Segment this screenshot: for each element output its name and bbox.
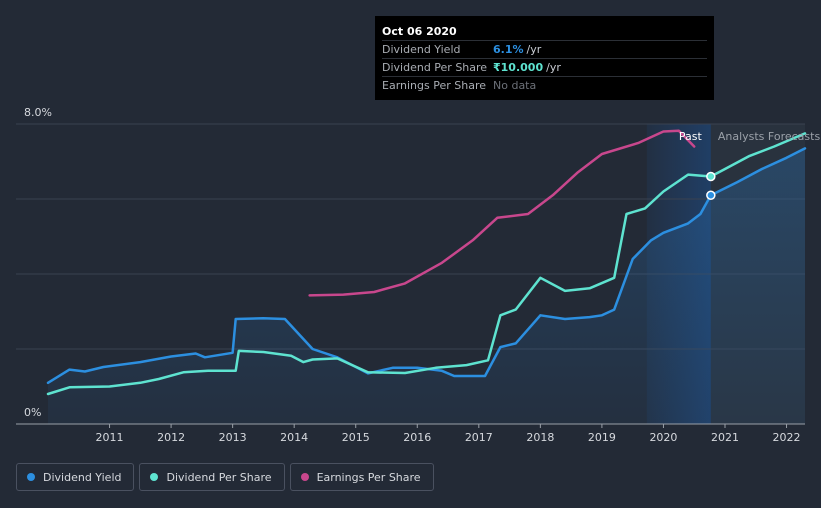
x-tick-label: 2021 bbox=[711, 431, 739, 444]
tooltip-value: 6.1% bbox=[493, 43, 524, 56]
legend-item-dividend-yield[interactable]: Dividend Yield bbox=[16, 463, 135, 491]
legend: Dividend Yield Dividend Per Share Earnin… bbox=[16, 463, 434, 491]
y-axis-ticks: 8.0% 0% bbox=[24, 106, 52, 419]
tooltip-label: Earnings Per Share bbox=[382, 79, 487, 92]
forecast-label: Analysts Forecasts bbox=[718, 130, 821, 143]
x-tick-label: 2019 bbox=[588, 431, 616, 444]
x-tick-label: 2018 bbox=[526, 431, 554, 444]
x-tick-label: 2022 bbox=[773, 431, 801, 444]
tooltip-row-earnings-per-share: Earnings Per Share No data bbox=[382, 76, 707, 94]
series-line-dividend-per-share bbox=[46, 132, 807, 396]
legend-item-earnings-per-share[interactable]: Earnings Per Share bbox=[289, 463, 434, 491]
x-tick-label: 2020 bbox=[649, 431, 677, 444]
x-tick-label: 2011 bbox=[96, 431, 124, 444]
x-tick-label: 2014 bbox=[280, 431, 308, 444]
legend-label: Earnings Per Share bbox=[316, 470, 421, 484]
tooltip: Oct 06 2020 Dividend Yield 6.1% /yr Divi… bbox=[375, 16, 714, 100]
y-tick-label: 8.0% bbox=[24, 106, 52, 119]
x-tick-label: 2012 bbox=[157, 431, 185, 444]
tooltip-label: Dividend Yield bbox=[382, 43, 461, 56]
tooltip-value: No data bbox=[493, 79, 537, 92]
tooltip-row-dividend-yield: Dividend Yield 6.1% /yr bbox=[382, 40, 707, 58]
x-tick-label: 2016 bbox=[403, 431, 431, 444]
tooltip-unit: /yr bbox=[546, 61, 561, 74]
x-axis-ticks: 2011 2012 2013 2014 2015 2016 2017 2018 2019 2020… bbox=[96, 424, 801, 444]
x-tick-label: 2013 bbox=[219, 431, 247, 444]
y-tick-label: 0% bbox=[24, 406, 41, 419]
legend-dot-icon bbox=[150, 473, 159, 481]
legend-label: Dividend Yield bbox=[43, 470, 122, 484]
past-label: Past bbox=[679, 130, 703, 143]
series-lines bbox=[46, 129, 807, 396]
tooltip-label: Dividend Per Share bbox=[382, 61, 488, 74]
series-line-dividend-yield bbox=[46, 147, 807, 385]
tooltip-unit: /yr bbox=[526, 43, 542, 56]
hover-point bbox=[706, 190, 716, 200]
tooltip-value: ₹10.000 bbox=[493, 61, 544, 74]
tooltip-row-dividend-per-share: Dividend Per Share ₹10.000 /yr bbox=[382, 58, 707, 76]
x-tick-label: 2015 bbox=[342, 431, 370, 444]
legend-dot-icon bbox=[300, 473, 309, 481]
hover-markers bbox=[706, 171, 716, 200]
legend-label: Dividend Per Share bbox=[166, 470, 272, 484]
legend-dot-icon bbox=[27, 473, 35, 481]
hover-point bbox=[706, 171, 716, 182]
tooltip-date: Oct 06 2020 bbox=[382, 25, 457, 38]
legend-item-dividend-per-share[interactable]: Dividend Per Share bbox=[139, 463, 285, 491]
x-tick-label: 2017 bbox=[465, 431, 493, 444]
series-line-earnings-per-share bbox=[308, 129, 696, 297]
